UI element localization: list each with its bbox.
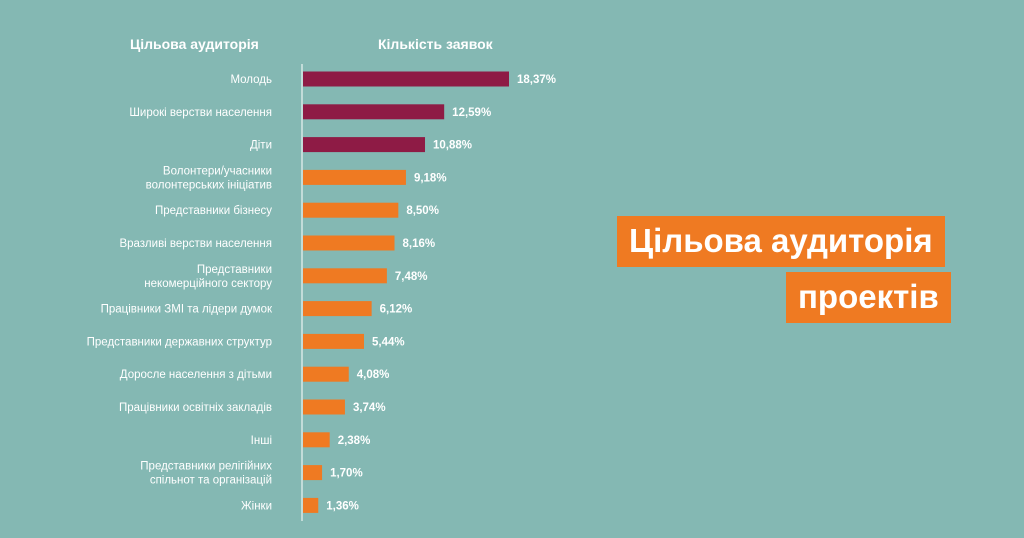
category-label-6-line-1: некомерційного сектору [144,278,272,290]
category-label-6: Представники некомерційного сектору [144,264,272,290]
bar-5 [303,235,395,251]
category-label-12-line-1: спільнот та організацій [150,475,272,487]
category-label-4-line-0: Представники бізнесу [155,205,272,217]
bar-7 [303,301,372,317]
category-label-0-line-0: Молодь [230,74,272,86]
category-label-1-line-0: Широкі верстви населення [129,107,272,119]
bar-2 [303,137,426,153]
category-label-1: Широкі верстви населення [129,107,272,119]
value-label-7: 6,12% [380,304,413,316]
value-label-13: 1,36% [326,500,359,512]
value-column-header: Кількість заявок [378,36,493,52]
value-label-12: 1,70% [330,468,363,480]
value-label-2: 10,88% [433,140,472,152]
value-label-3: 9,18% [414,172,447,184]
category-label-2-line-0: Діти [250,140,272,152]
category-label-7: Працівники ЗМІ та лідери думок [101,304,273,316]
category-label-4: Представники бізнесу [155,205,272,217]
bar-3 [303,169,406,185]
bar-1 [303,104,445,120]
title-line-1: Цільова аудиторія [617,216,945,267]
bar-8 [303,333,365,349]
category-label-9: Доросле населення з дітьми [120,369,272,381]
bars-layer: 18,37% Молодь 12,59% Широкі верстви населен… [87,64,556,521]
category-label-11-line-0: Інші [251,435,272,447]
category-label-6-line-0: Представники [197,264,272,276]
bar-13 [303,497,319,513]
value-label-8: 5,44% [372,336,405,348]
value-label-1: 12,59% [452,107,491,119]
category-label-8: Представники державних структур [87,336,272,348]
value-label-11: 2,38% [338,435,371,447]
category-label-13-line-0: Жінки [241,500,272,512]
category-label-8-line-0: Представники державних структур [87,336,272,348]
category-column-header: Цільова аудиторія [130,36,259,52]
bar-11 [303,432,330,448]
category-label-5: Вразливі верстви населення [119,238,272,250]
bar-10 [303,399,345,415]
value-label-0: 18,37% [517,74,556,86]
value-label-4: 8,50% [406,205,439,217]
value-label-5: 8,16% [403,238,436,250]
value-label-6: 7,48% [395,271,428,283]
category-label-3-line-1: волонтерських ініціатив [146,179,272,191]
bar-0 [303,71,509,87]
bar-4 [303,202,399,218]
category-label-11: Інші [251,435,272,447]
bar-9 [303,366,349,382]
category-label-10: Працівники освітніх закладів [119,402,272,414]
value-label-9: 4,08% [357,369,390,381]
category-label-3: Волонтери/учасники волонтерських ініціати… [146,165,272,191]
category-label-12: Представники релігійних спільнот та орган… [140,461,272,487]
title-line-2: проектів [786,272,951,323]
bar-12 [303,465,323,481]
category-label-12-line-0: Представники релігійних [140,461,272,473]
category-label-0: Молодь [230,74,272,86]
value-label-10: 3,74% [353,402,386,414]
category-label-2: Діти [250,140,272,152]
category-label-7-line-0: Працівники ЗМІ та лідери думок [101,304,273,316]
category-label-5-line-0: Вразливі верстви населення [119,238,272,250]
category-label-3-line-0: Волонтери/учасники [163,165,272,177]
category-label-13: Жінки [241,500,272,512]
category-label-10-line-0: Працівники освітніх закладів [119,402,272,414]
category-label-9-line-0: Доросле населення з дітьми [120,369,272,381]
bar-6 [303,268,387,284]
